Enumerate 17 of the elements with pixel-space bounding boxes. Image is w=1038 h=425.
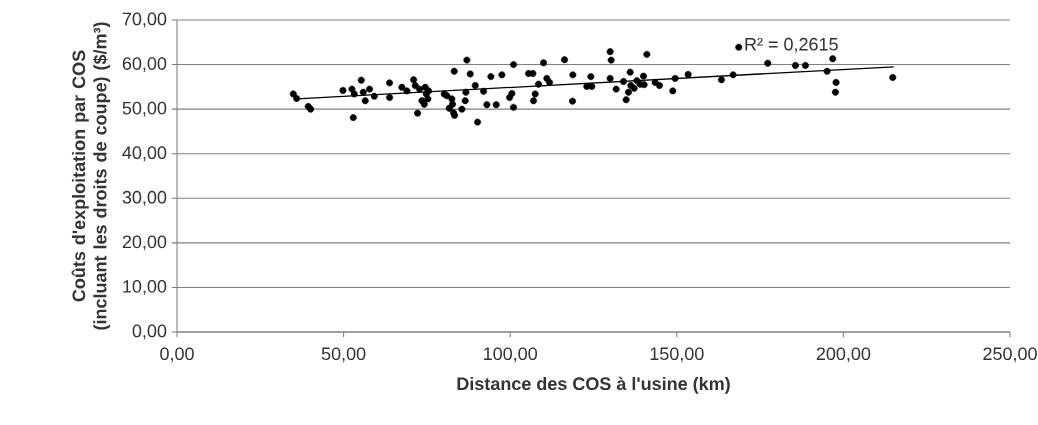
annotation: R² = 0,2615 [745,37,838,53]
y-tick-label: 20,00 [122,235,167,251]
y-tick-label: 60,00 [122,57,167,73]
y-tick-label: 40,00 [122,146,167,162]
y-tick-label: 30,00 [122,190,167,206]
y-tick-label: 50,00 [122,101,167,117]
y-axis-title: Coûts d'exploitation par COS (incluant les droits de coupe) ($/m³) [71,22,111,330]
x-axis-title: Distance des COS à l'usine (km) [457,376,730,394]
y-tick-label: 10,00 [123,280,167,295]
x-tick-label: 150,00 [650,347,704,363]
x-tick-label: 50,00 [321,347,366,363]
x-tick-label: 200,00 [816,347,871,363]
x-tick-label: 0,00 [160,347,194,363]
x-tick-label: 100,00 [484,347,538,363]
y-tick-label: 0,00 [132,324,167,340]
y-tick-label: 70,00 [122,12,167,28]
x-tick-label: 250,00 [983,347,1037,363]
